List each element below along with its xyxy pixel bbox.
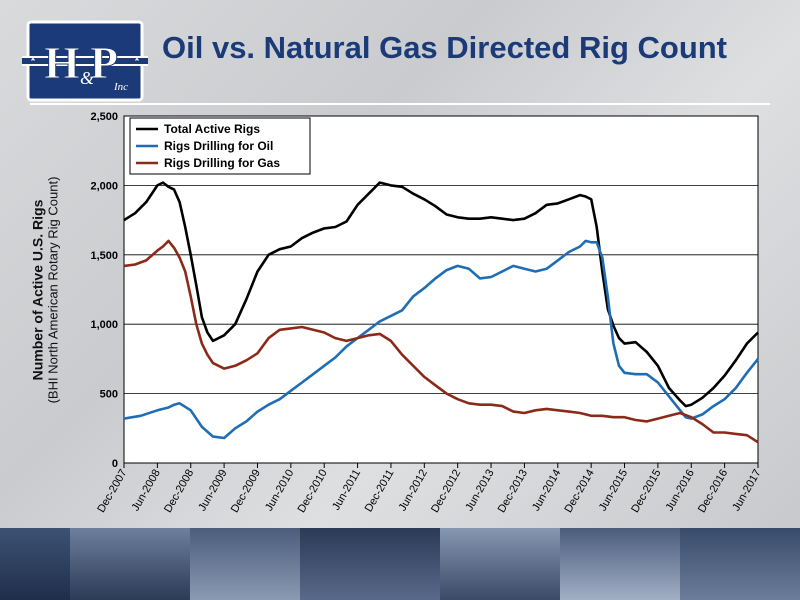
x-tick-label: Dec-2009 — [229, 468, 263, 515]
x-tick-label: Dec-2014 — [563, 468, 597, 515]
svg-text:P: P — [90, 37, 118, 88]
x-tick-label: Jun-2012 — [397, 468, 430, 514]
x-tick-label: Jun-2016 — [664, 468, 697, 514]
x-tick-label: Jun-2015 — [597, 468, 630, 514]
slide-header: H P & Inc Oil vs. Natural Gas Directed R… — [0, 0, 800, 102]
oil-rigs-line — [123, 239, 760, 440]
x-tick-label: Jun-2017 — [730, 468, 763, 514]
svg-text:&: & — [80, 68, 94, 88]
x-tick-label: Dec-2008 — [162, 468, 196, 515]
footer-photo-strip — [0, 528, 800, 600]
x-tick-label: Jun-2008 — [130, 468, 163, 514]
y-tick-label: 2,500 — [90, 111, 118, 123]
total-rigs-line — [123, 181, 759, 408]
y-tick-label: 500 — [100, 389, 118, 401]
x-tick-label: Dec-2010 — [296, 468, 330, 515]
rig-count-chart: 0 500 1,000 1,500 2,000 2,500 Dec-2007 Jun-2008… — [90, 111, 763, 515]
x-tick-label: Dec-2013 — [496, 468, 530, 515]
legend-entry-total-label: Total Active Rigs — [164, 122, 260, 136]
gas-rigs-line — [123, 239, 759, 444]
svg-text:H: H — [44, 37, 80, 88]
x-tick-label: Jun-2009 — [196, 468, 229, 514]
y-tick-label: 1,500 — [90, 250, 118, 262]
x-tick-label: Dec-2016 — [696, 468, 730, 515]
x-tick-label: Jun-2011 — [330, 468, 363, 513]
x-tick-label: Jun-2010 — [263, 468, 296, 514]
x-tick-label: Dec-2011 — [363, 468, 397, 515]
legend-entry-oil-label: Rigs Drilling for Oil — [164, 139, 273, 153]
x-tick-label: Jun-2014 — [530, 468, 563, 514]
page-title: Oil vs. Natural Gas Directed Rig Count — [162, 30, 728, 65]
x-tick-label: Dec-2007 — [95, 468, 129, 515]
x-tick-label: Dec-2015 — [629, 468, 663, 515]
y-tick-label: 2,000 — [90, 180, 118, 192]
x-tick-label: Dec-2012 — [429, 468, 463, 515]
hp-logo: H P & Inc — [22, 20, 148, 102]
y-tick-label: 0 — [112, 458, 118, 470]
svg-text:Inc: Inc — [113, 81, 128, 93]
title-divider — [30, 103, 770, 105]
y-tick-label: 1,000 — [90, 319, 118, 331]
legend-entry-gas-label: Rigs Drilling for Gas — [164, 156, 280, 170]
x-tick-label: Jun-2013 — [463, 467, 496, 513]
legend-box — [129, 117, 311, 175]
